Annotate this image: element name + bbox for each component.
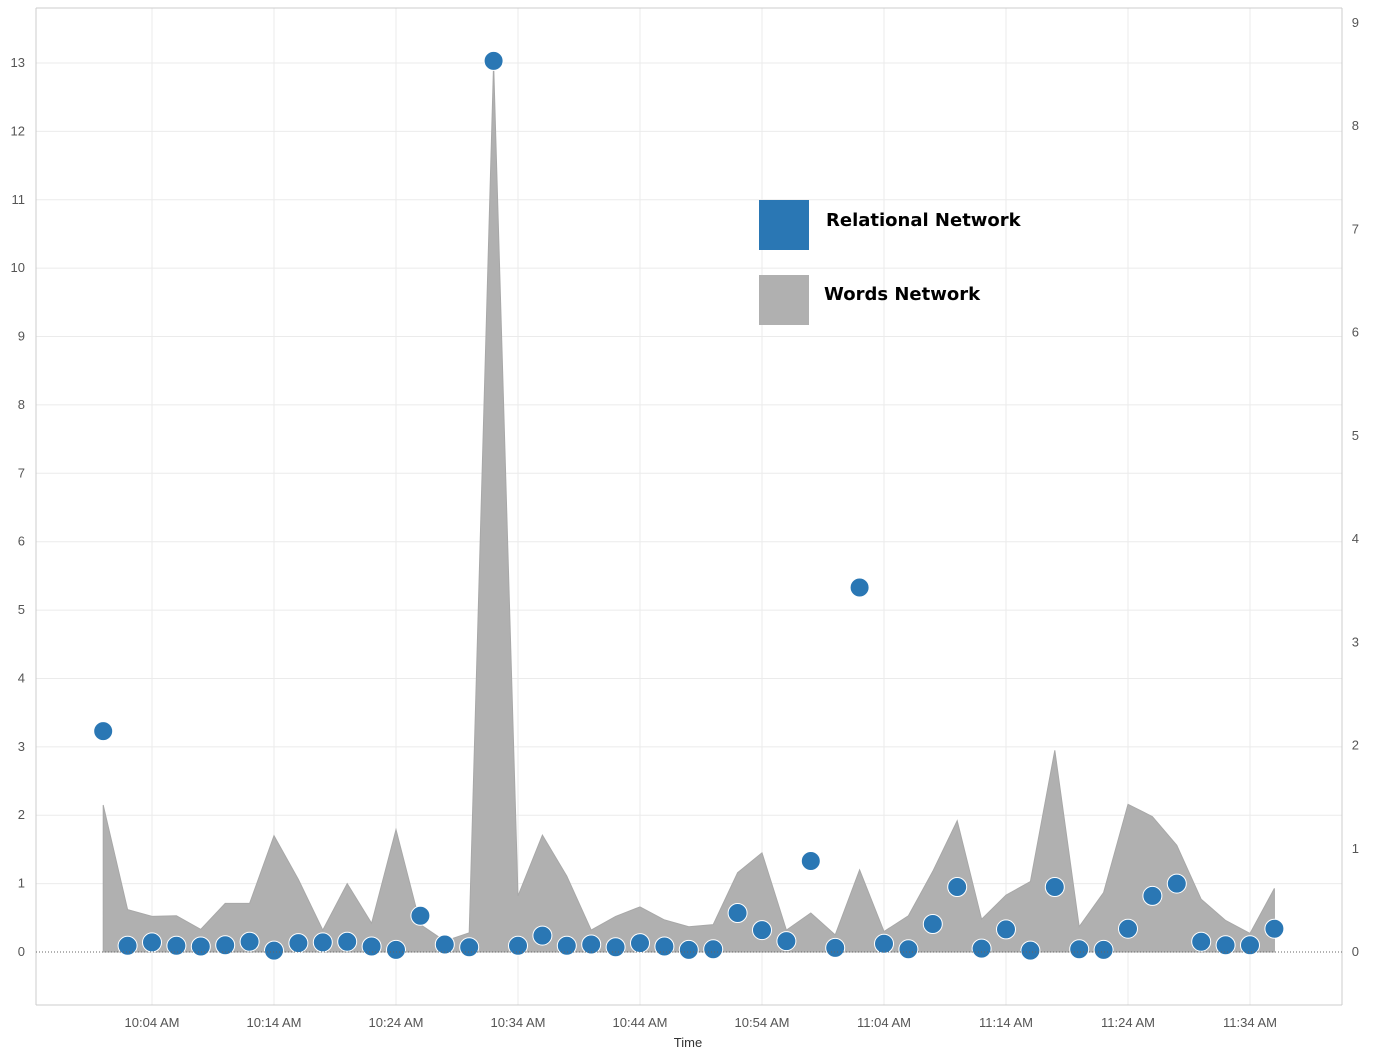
relational-point: [849, 577, 870, 598]
relational-point: [1044, 877, 1065, 897]
words-network-area-path: [102, 62, 1275, 953]
right-tick-label: 0: [1352, 944, 1359, 959]
x-tick-label: 11:24 AM: [1101, 1015, 1155, 1030]
left-tick-label: 0: [18, 944, 25, 959]
legend-swatch-relational: [759, 200, 809, 250]
relational-point: [166, 935, 187, 956]
left-tick-label: 10: [11, 260, 25, 275]
x-tick-label: 10:44 AM: [613, 1015, 668, 1030]
relational-point: [1142, 885, 1163, 906]
left-tick-label: 11: [12, 192, 26, 207]
left-tick-label: 13: [11, 55, 25, 70]
relational-point: [1069, 939, 1090, 960]
relational-point: [410, 905, 431, 926]
relational-point: [312, 932, 333, 953]
relational-point: [239, 931, 260, 952]
relational-point: [1264, 918, 1285, 939]
relational-point: [605, 937, 626, 958]
x-tick-label: 10:14 AM: [247, 1015, 302, 1030]
relational-point: [727, 903, 748, 923]
relational-point: [483, 50, 504, 71]
relational-network-points: [93, 50, 1285, 961]
x-axis-title: Time: [674, 1035, 702, 1050]
right-y-axis-ticks: 0 1 2 3 4 5 6 7 8 9: [1352, 15, 1359, 959]
right-tick-label: 3: [1352, 634, 1359, 649]
x-tick-label: 10:54 AM: [735, 1015, 790, 1030]
left-tick-label: 5: [18, 602, 25, 617]
relational-point: [971, 938, 992, 959]
legend: Relational Network Words Network: [759, 200, 1022, 325]
left-tick-label: 3: [18, 739, 25, 754]
x-axis-ticks: 10:04 AM 10:14 AM 10:24 AM 10:34 AM 10:44 AM…: [125, 1015, 1277, 1030]
right-tick-label: 9: [1352, 15, 1359, 30]
relational-point: [776, 931, 797, 952]
relational-point: [1215, 935, 1236, 956]
relational-point: [654, 936, 675, 957]
x-tick-label: 10:04 AM: [125, 1015, 180, 1030]
legend-swatch-words: [759, 275, 809, 325]
relational-point: [361, 936, 382, 957]
relational-point: [1191, 931, 1212, 952]
right-tick-label: 4: [1352, 531, 1359, 546]
relational-point: [800, 851, 821, 871]
left-tick-label: 1: [18, 876, 25, 891]
left-tick-label: 6: [18, 534, 25, 549]
relational-point: [874, 933, 894, 954]
relational-point: [117, 935, 138, 956]
left-tick-label: 12: [11, 123, 25, 138]
gridlines: [36, 8, 1342, 1005]
relational-point: [264, 940, 284, 961]
legend-label-words: Words Network: [824, 284, 981, 305]
relational-point: [1166, 873, 1187, 894]
relational-point: [898, 939, 919, 960]
relational-point: [93, 721, 114, 742]
relational-point: [532, 925, 553, 946]
x-tick-label: 11:04 AM: [857, 1015, 911, 1030]
relational-point: [947, 877, 968, 897]
relational-point: [459, 937, 480, 958]
right-tick-label: 7: [1352, 221, 1359, 236]
relational-point: [703, 939, 724, 960]
left-tick-label: 4: [18, 670, 25, 685]
x-tick-label: 11:14 AM: [979, 1015, 1033, 1030]
relational-point: [215, 935, 236, 956]
words-network-area: [102, 62, 1275, 953]
left-tick-label: 9: [18, 329, 25, 344]
relational-point: [678, 939, 699, 960]
right-tick-label: 2: [1352, 738, 1359, 753]
x-tick-label: 10:34 AM: [491, 1015, 546, 1030]
relational-point: [1240, 935, 1260, 956]
relational-point: [288, 933, 309, 954]
right-tick-label: 5: [1352, 428, 1359, 443]
relational-point: [825, 937, 846, 958]
relational-point: [190, 936, 211, 957]
relational-point: [752, 920, 772, 941]
relational-point: [386, 939, 406, 960]
relational-point: [142, 932, 162, 953]
left-tick-label: 2: [18, 807, 25, 822]
right-tick-label: 8: [1352, 118, 1359, 133]
relational-point: [922, 914, 943, 934]
relational-point: [1093, 939, 1114, 960]
relational-point: [996, 919, 1016, 940]
right-tick-label: 1: [1352, 841, 1359, 856]
left-tick-label: 8: [18, 397, 25, 412]
legend-label-relational: Relational Network: [826, 210, 1022, 231]
relational-point: [630, 933, 650, 954]
relational-point: [1118, 918, 1138, 939]
relational-point: [1020, 940, 1041, 961]
x-tick-label: 10:24 AM: [369, 1015, 424, 1030]
relational-point: [337, 931, 358, 952]
relational-point: [581, 934, 602, 955]
right-tick-label: 6: [1352, 325, 1359, 340]
left-tick-label: 7: [18, 465, 25, 480]
relational-point: [434, 934, 455, 955]
relational-point: [508, 935, 528, 956]
axes: [35, 7, 1343, 1006]
x-tick-label: 11:34 AM: [1223, 1015, 1277, 1030]
relational-point: [556, 935, 577, 956]
